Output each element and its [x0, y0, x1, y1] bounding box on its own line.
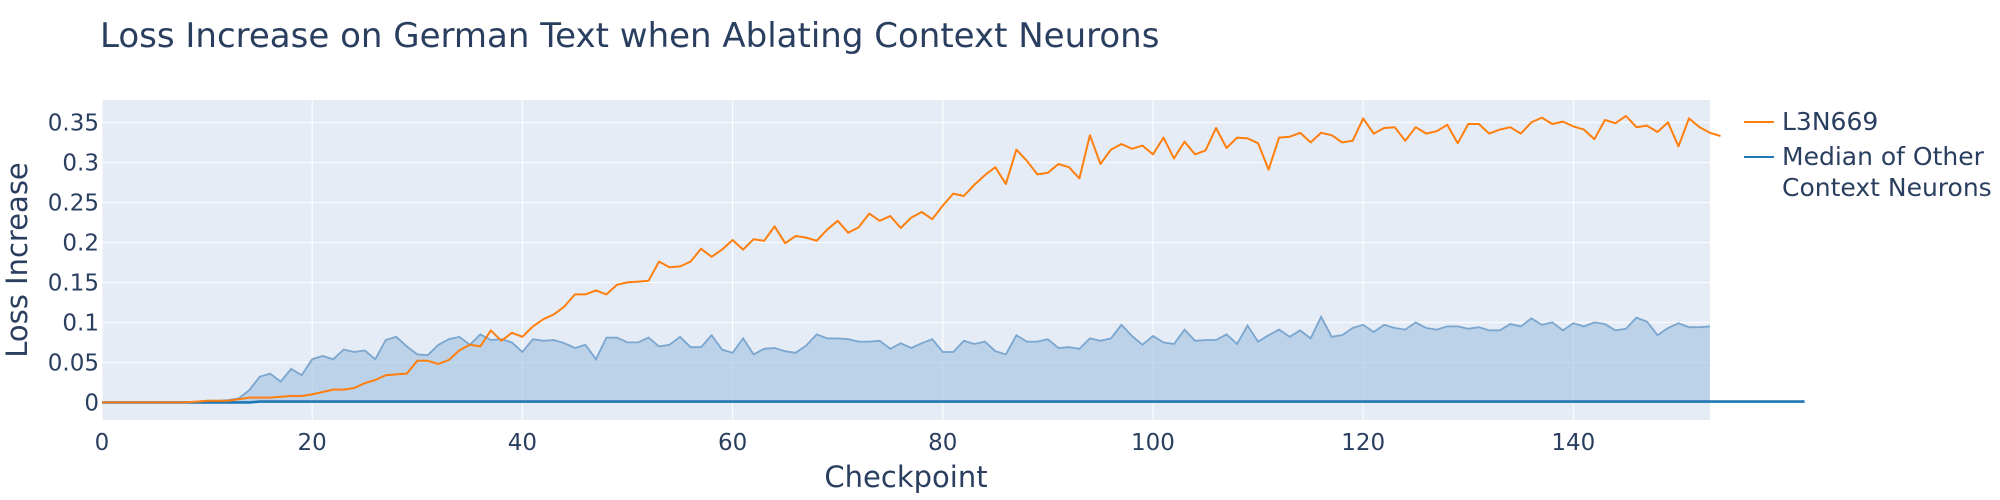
- y-tick-label: 0.05: [48, 350, 99, 376]
- y-axis-ticks: 0 0.05 0.1 0.15 0.2 0.25 0.3 0.35: [48, 110, 99, 416]
- legend-item-median[interactable]: Median of Other Context Neurons: [1744, 141, 2000, 203]
- y-tick-label: 0.35: [48, 110, 99, 136]
- line-layer: [102, 115, 1805, 404]
- x-tick-label: 0: [95, 430, 110, 456]
- x-tick-label: 120: [1341, 430, 1385, 456]
- y-tick-label: 0.2: [62, 230, 99, 256]
- x-axis-ticks: 0 20 40 60 80 100 120 140: [95, 430, 1596, 456]
- chart-title: Loss Increase on German Text when Ablati…: [100, 16, 1160, 56]
- y-tick-label: 0.1: [62, 310, 99, 336]
- band-area: [102, 316, 1710, 403]
- y-tick-label: 0.25: [48, 190, 99, 216]
- series-line-l3n669: [102, 115, 1721, 404]
- legend-item-l3n669[interactable]: L3N669: [1744, 106, 2000, 137]
- y-tick-label: 0: [84, 390, 99, 416]
- x-axis-label: Checkpoint: [824, 460, 987, 494]
- x-tick-label: 20: [298, 430, 327, 456]
- legend-label-l3n669: L3N669: [1782, 107, 1879, 136]
- x-tick-label: 100: [1131, 430, 1175, 456]
- grid-lines: [101, 100, 1710, 420]
- y-tick-label: 0.3: [62, 150, 99, 176]
- band-layer: [102, 314, 1711, 404]
- x-tick-label: 80: [928, 430, 957, 456]
- series-line-median: [102, 400, 1805, 404]
- x-tick-label: 60: [718, 430, 747, 456]
- legend: L3N669 Median of Other Context Neurons: [1744, 106, 2000, 207]
- y-tick-label: 0.15: [48, 270, 99, 296]
- x-tick-label: 40: [508, 430, 537, 456]
- legend-swatch-l3n669: [1744, 121, 1774, 123]
- legend-label-median: Median of Other Context Neurons: [1782, 142, 1992, 202]
- legend-swatch-median: [1744, 156, 1774, 158]
- x-tick-label: 140: [1551, 430, 1595, 456]
- y-axis-label: Loss Increase: [0, 162, 34, 358]
- band-upper-line: [102, 314, 1711, 404]
